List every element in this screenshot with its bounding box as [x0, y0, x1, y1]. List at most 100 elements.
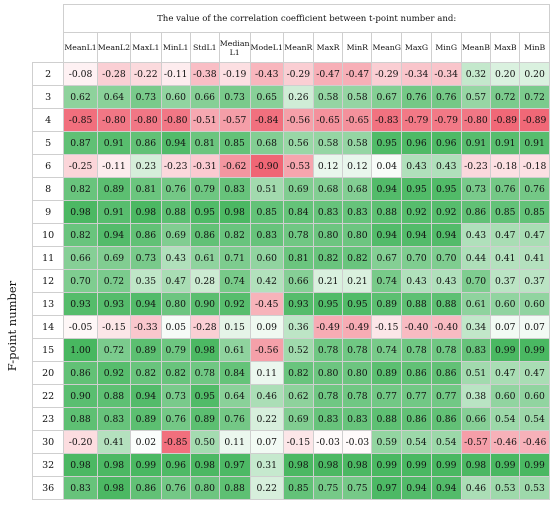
correlation-cell: 0.47	[160, 269, 191, 293]
correlation-cell: -0.53	[282, 154, 314, 178]
correlation-cell: 0.46	[460, 476, 492, 500]
correlation-cell: 0.52	[282, 338, 314, 362]
column-header: MinG	[430, 32, 462, 63]
correlation-cell: 0.68	[249, 131, 284, 155]
correlation-cell: 0.07	[519, 315, 550, 339]
correlation-cell: 0.72	[490, 85, 521, 109]
table-row: 4 -0.85 -0.80 -0.80 -0.80 -0.51 -0.57 -0.84 -0.5…	[31, 108, 550, 132]
correlation-cell: 0.87	[63, 131, 98, 155]
correlation-cell: 0.72	[96, 338, 132, 362]
correlation-cell: 1.00	[63, 338, 98, 362]
correlation-cell: 0.12	[342, 154, 373, 178]
correlation-cell: -0.56	[249, 338, 284, 362]
correlation-cell: 0.32	[460, 62, 492, 86]
table-row: 36 0.83 0.98 0.86 0.76 0.80 0.88 0.22 0.85 0.75 0.…	[31, 476, 550, 500]
correlation-cell: 0.66	[189, 85, 220, 109]
correlation-cell: 0.07	[490, 315, 521, 339]
correlation-cell: 0.91	[96, 131, 132, 155]
column-header: MaxL1	[130, 32, 162, 63]
table-row: 2 -0.08 -0.28 -0.22 -0.11 -0.38 -0.19 -0.43 -0.2…	[31, 62, 550, 86]
correlation-cell: 0.73	[130, 85, 162, 109]
column-header: MeanL1	[63, 32, 98, 63]
correlation-cell: 0.68	[312, 177, 344, 201]
table-row: 9 0.98 0.91 0.98 0.88 0.95 0.98 0.85 0.84 0.83 0.8…	[31, 200, 550, 224]
correlation-cell: -0.85	[160, 430, 191, 454]
correlation-cell: 0.60	[519, 384, 550, 408]
correlation-cell: 0.88	[371, 407, 403, 431]
correlation-cell: 0.98	[282, 453, 314, 477]
correlation-cell: -0.11	[96, 154, 132, 178]
correlation-cell: 0.54	[490, 407, 521, 431]
correlation-cell: 0.70	[63, 269, 98, 293]
correlation-cell: 0.93	[96, 292, 132, 316]
correlation-cell: 0.60	[490, 384, 521, 408]
correlation-cell: 0.61	[460, 292, 492, 316]
correlation-cell: 0.99	[371, 453, 403, 477]
column-header: MeanR	[282, 32, 314, 63]
correlation-cell: -0.19	[218, 62, 251, 86]
correlation-cell: 0.69	[282, 407, 314, 431]
correlation-cell: 0.51	[460, 361, 492, 385]
correlation-cell: 0.64	[96, 85, 132, 109]
correlation-cell: 0.83	[249, 223, 284, 247]
correlation-cell: 0.75	[312, 476, 344, 500]
correlation-cell: 0.82	[342, 246, 373, 270]
correlation-cell: 0.57	[460, 85, 492, 109]
correlation-cell: -0.49	[312, 315, 344, 339]
correlation-cell: 0.85	[282, 476, 314, 500]
correlation-cell: 0.98	[96, 453, 132, 477]
correlation-cell: 0.43	[401, 154, 432, 178]
correlation-cell: 0.92	[430, 200, 462, 224]
correlation-cell: -0.57	[218, 108, 251, 132]
correlation-cell: 0.62	[63, 85, 98, 109]
correlation-cell: -0.25	[63, 154, 98, 178]
correlation-cell: 0.95	[312, 292, 344, 316]
row-header: 22	[31, 384, 65, 408]
correlation-cell: 0.80	[342, 361, 373, 385]
correlation-cell: 0.94	[96, 223, 132, 247]
correlation-cell: 0.34	[460, 315, 492, 339]
table-body: 2 -0.08 -0.28 -0.22 -0.11 -0.38 -0.19 -0.43 -0.2…	[31, 62, 550, 500]
correlation-cell: -0.34	[430, 62, 462, 86]
correlation-cell: 0.77	[401, 384, 432, 408]
correlation-cell: -0.40	[401, 315, 432, 339]
correlation-cell: 0.74	[218, 269, 251, 293]
correlation-cell: 0.94	[160, 131, 191, 155]
correlation-cell: 0.98	[63, 453, 98, 477]
correlation-cell: 0.90	[63, 384, 98, 408]
correlation-cell: 0.99	[430, 453, 462, 477]
correlation-cell: 0.89	[130, 338, 162, 362]
correlation-cell: 0.86	[130, 223, 162, 247]
correlation-cell: -0.03	[342, 430, 373, 454]
row-header: 23	[31, 407, 65, 431]
correlation-cell: 0.76	[430, 85, 462, 109]
correlation-cell: 0.78	[312, 384, 344, 408]
correlation-cell: 0.74	[371, 269, 403, 293]
correlation-cell: 0.54	[430, 430, 462, 454]
correlation-cell: 0.94	[430, 223, 462, 247]
correlation-cell: -0.80	[460, 108, 492, 132]
correlation-cell: 0.75	[342, 476, 373, 500]
correlation-cell: 0.60	[519, 292, 550, 316]
column-header: StdL1	[189, 32, 220, 63]
correlation-cell: 0.91	[96, 200, 132, 224]
correlation-cell: 0.88	[371, 200, 403, 224]
correlation-cell: 0.58	[342, 85, 373, 109]
correlation-cell: 0.94	[130, 292, 162, 316]
correlation-cell: 0.78	[342, 338, 373, 362]
correlation-cell: 0.43	[460, 223, 492, 247]
correlation-cell: 0.80	[312, 223, 344, 247]
correlation-cell: 0.42	[249, 269, 284, 293]
column-header: MinL1	[160, 32, 191, 63]
y-axis-label: F-point number	[5, 280, 19, 372]
correlation-cell: 0.95	[371, 131, 403, 155]
row-header: 5	[31, 131, 65, 155]
correlation-cell: 0.05	[160, 315, 191, 339]
correlation-cell: 0.56	[282, 131, 314, 155]
correlation-cell: 0.67	[371, 246, 403, 270]
correlation-cell: -0.40	[430, 315, 462, 339]
correlation-cell: -0.62	[218, 154, 251, 178]
correlation-cell: -0.51	[189, 108, 220, 132]
correlation-cell: -0.47	[312, 62, 344, 86]
correlation-cell: 0.99	[519, 338, 550, 362]
